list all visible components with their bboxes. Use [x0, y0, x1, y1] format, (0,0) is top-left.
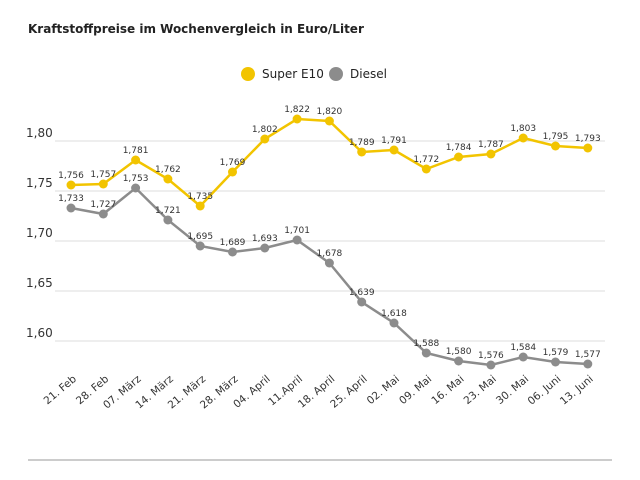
data-label: 1,701: [284, 226, 310, 236]
x-tick-label: 04. April: [231, 373, 272, 411]
data-label: 1,727: [90, 200, 116, 210]
data-point: [357, 147, 367, 157]
data-label: 1,822: [284, 105, 310, 115]
data-point: [98, 179, 108, 189]
data-point: [421, 348, 431, 358]
data-point: [292, 235, 302, 245]
x-tick-label: 25. April: [328, 373, 369, 411]
series-line-diesel: [70, 186, 588, 367]
data-label: 1,791: [381, 136, 407, 146]
data-label: 1,576: [478, 351, 504, 361]
data-point: [228, 247, 237, 257]
y-tick-label: 1,75: [26, 176, 53, 190]
data-label: 1,772: [413, 155, 439, 165]
data-point: [324, 258, 334, 268]
data-point: [551, 357, 560, 367]
x-tick-label: 02. Mai: [365, 373, 402, 407]
x-tick-label: 16. Mai: [429, 373, 466, 407]
data-point: [583, 359, 593, 369]
x-tick-label: 09. Mai: [397, 373, 434, 407]
data-point: [518, 133, 528, 143]
x-tick-label: 23. Mai: [462, 373, 499, 407]
data-label: 1,584: [510, 343, 536, 353]
data-label: 1,721: [155, 206, 181, 216]
x-tick-label: 06. Juni: [526, 373, 564, 408]
data-point: [324, 116, 334, 126]
data-label: 1,577: [575, 350, 601, 360]
x-tick-label: 21. Feb: [42, 373, 80, 407]
data-label: 1,639: [349, 288, 375, 298]
data-point: [292, 114, 302, 124]
legend-label: Diesel: [350, 67, 387, 81]
data-label: 1,580: [446, 347, 472, 357]
data-label: 1,753: [123, 174, 149, 184]
data-label: 1,588: [413, 339, 439, 349]
data-point: [551, 141, 560, 151]
data-label: 1,793: [575, 134, 601, 144]
data-point: [357, 297, 367, 307]
data-point: [454, 152, 464, 162]
data-label: 1,693: [252, 234, 278, 244]
y-tick-label: 1,65: [26, 276, 53, 290]
data-label: 1,787: [478, 140, 504, 150]
data-point: [228, 167, 237, 177]
x-tick-label: 13. Juni: [558, 373, 596, 408]
data-point: [389, 145, 399, 155]
data-point: [518, 352, 528, 362]
data-label: 1,784: [446, 143, 472, 153]
data-label: 1,695: [187, 232, 213, 242]
data-point: [195, 201, 205, 211]
data-point: [583, 143, 593, 153]
data-label: 1,689: [220, 238, 246, 248]
data-label: 1,733: [58, 194, 84, 204]
data-label: 1,678: [317, 249, 343, 259]
data-label: 1,735: [187, 192, 213, 202]
data-point: [131, 155, 141, 165]
data-label: 1,820: [317, 107, 343, 117]
data-point: [66, 180, 76, 190]
data-point: [163, 215, 173, 225]
data-point: [389, 318, 399, 328]
data-label: 1,757: [90, 170, 116, 180]
data-label: 1,769: [220, 158, 246, 168]
legend-marker: [241, 67, 255, 81]
data-label: 1,762: [155, 165, 181, 175]
data-point: [260, 134, 270, 144]
data-label: 1,781: [123, 146, 149, 156]
data-point: [421, 164, 431, 174]
legend-marker: [329, 67, 343, 81]
data-label: 1,756: [58, 171, 84, 181]
data-label: 1,789: [349, 138, 375, 148]
data-label: 1,803: [510, 124, 536, 134]
data-point: [66, 203, 76, 213]
chart-title: Kraftstoffpreise im Wochenvergleich in E…: [28, 22, 364, 36]
data-label: 1,795: [543, 132, 569, 142]
x-tick-label: 30. Mai: [494, 373, 531, 407]
y-tick-label: 1,70: [26, 226, 53, 240]
data-label: 1,579: [543, 348, 569, 358]
data-label: 1,618: [381, 309, 407, 319]
data-point: [260, 243, 270, 253]
data-label: 1,802: [252, 125, 278, 135]
data-point: [486, 360, 496, 370]
y-tick-label: 1,80: [26, 126, 53, 140]
data-point: [486, 149, 496, 159]
data-point: [195, 241, 205, 251]
data-point: [98, 209, 108, 219]
y-tick-label: 1,60: [26, 326, 53, 340]
data-point: [454, 356, 464, 366]
legend-label: Super E10: [262, 67, 324, 81]
data-point: [163, 174, 173, 184]
data-point: [131, 183, 141, 193]
